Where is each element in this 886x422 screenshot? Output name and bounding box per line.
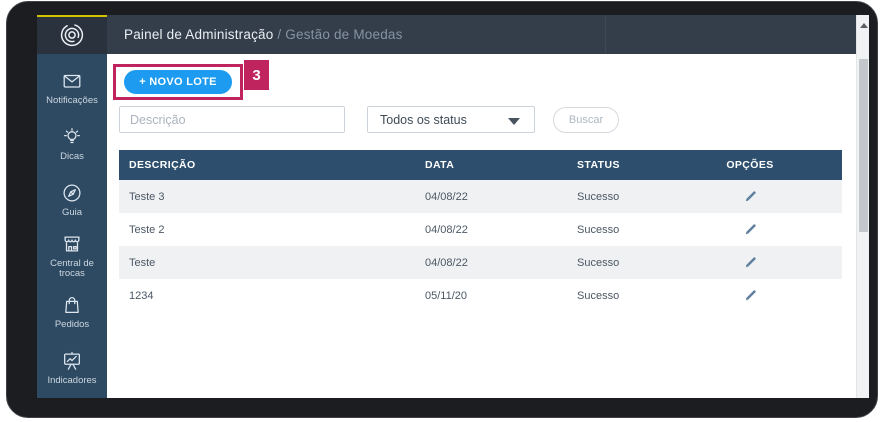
breadcrumb-secondary: Gestão de Moedas	[285, 27, 403, 42]
cell-status: Sucesso	[577, 190, 620, 203]
cell-status: Sucesso	[577, 289, 620, 302]
device-frame: Painel de Administração / Gestão de Moed…	[6, 1, 878, 418]
status-select-value: Todos os status	[380, 112, 467, 127]
scrollbar-thumb[interactable]	[859, 59, 868, 232]
cell-descricao: Teste	[129, 256, 156, 269]
logo-block	[37, 15, 107, 54]
cell-data: 04/08/22	[425, 256, 468, 269]
shopping-bag-icon	[61, 294, 83, 316]
annotation-highlight-box: + NOVO LOTE	[113, 64, 243, 100]
sidebar-item-label: Central de trocas	[50, 258, 94, 279]
main-content: + NOVO LOTE 3 Todos os status Buscar DES…	[107, 54, 856, 398]
breadcrumb-separator: /	[273, 27, 286, 42]
cell-status: Sucesso	[577, 256, 620, 269]
pencil-icon[interactable]	[743, 189, 758, 204]
description-search-input[interactable]	[119, 106, 345, 133]
table-header-row: DESCRIÇÃO DATA STATUS OPÇÕES	[119, 150, 842, 180]
pencil-icon[interactable]	[743, 222, 758, 237]
sidebar-item-label: Guia	[61, 207, 83, 218]
vertical-scrollbar[interactable]	[856, 15, 869, 398]
table-row: 1234 05/11/20 Sucesso	[119, 279, 842, 312]
sidebar-item-label: Indicadores	[47, 375, 97, 386]
loading-strip	[37, 15, 107, 17]
sidebar-item-guia[interactable]: Guia	[37, 172, 107, 228]
storefront-icon	[61, 233, 83, 255]
batches-table: DESCRIÇÃO DATA STATUS OPÇÕES Teste 3 04/…	[119, 150, 842, 312]
sidebar: Notificações Dicas Guia	[37, 54, 107, 398]
annotation-step-badge: 3	[244, 60, 269, 90]
app-window: Painel de Administração / Gestão de Moed…	[37, 15, 869, 398]
sidebar-item-notificacoes[interactable]: Notificações	[37, 60, 107, 116]
topbar: Painel de Administração / Gestão de Moed…	[37, 15, 856, 54]
novo-lote-button[interactable]: + NOVO LOTE	[124, 70, 232, 94]
sidebar-item-dicas[interactable]: Dicas	[37, 116, 107, 172]
sidebar-item-pedidos[interactable]: Pedidos	[37, 284, 107, 340]
cell-data: 05/11/20	[425, 289, 468, 302]
cell-descricao: Teste 2	[129, 223, 165, 236]
envelope-icon	[61, 70, 83, 92]
chart-easel-icon	[61, 350, 83, 372]
sidebar-item-label: Dicas	[60, 151, 84, 162]
table-row: Teste 3 04/08/22 Sucesso	[119, 180, 842, 213]
column-header-data: DATA	[425, 159, 455, 171]
rings-logo-icon	[58, 21, 86, 49]
scroll-up-icon	[859, 22, 868, 28]
column-header-descricao: DESCRIÇÃO	[129, 159, 196, 171]
sidebar-item-indicadores[interactable]: Indicadores	[37, 340, 107, 396]
pencil-icon[interactable]	[743, 288, 758, 303]
cell-status: Sucesso	[577, 223, 620, 236]
pencil-icon[interactable]	[743, 255, 758, 270]
breadcrumb: Painel de Administração / Gestão de Moed…	[124, 15, 403, 54]
sidebar-item-label: Pedidos	[54, 319, 90, 330]
table-row: Teste 2 04/08/22 Sucesso	[119, 213, 842, 246]
column-header-status: STATUS	[577, 159, 620, 171]
status-select[interactable]: Todos os status	[367, 106, 535, 133]
table-row: Teste 04/08/22 Sucesso	[119, 246, 842, 279]
column-header-opcoes: OPÇÕES	[726, 159, 774, 171]
cell-descricao: 1234	[129, 289, 154, 302]
compass-icon	[61, 182, 83, 204]
scroll-up-button[interactable]	[857, 17, 869, 33]
buscar-button[interactable]: Buscar	[553, 107, 619, 133]
cell-data: 04/08/22	[425, 190, 468, 203]
sidebar-item-label: Notificações	[46, 95, 98, 106]
cell-descricao: Teste 3	[129, 190, 165, 203]
cell-data: 04/08/22	[425, 223, 468, 236]
topbar-divider	[605, 15, 606, 54]
chevron-down-icon	[508, 118, 520, 125]
lightbulb-icon	[61, 126, 83, 148]
sidebar-item-central-de-trocas[interactable]: Central de trocas	[37, 228, 107, 284]
breadcrumb-primary: Painel de Administração	[124, 27, 274, 42]
